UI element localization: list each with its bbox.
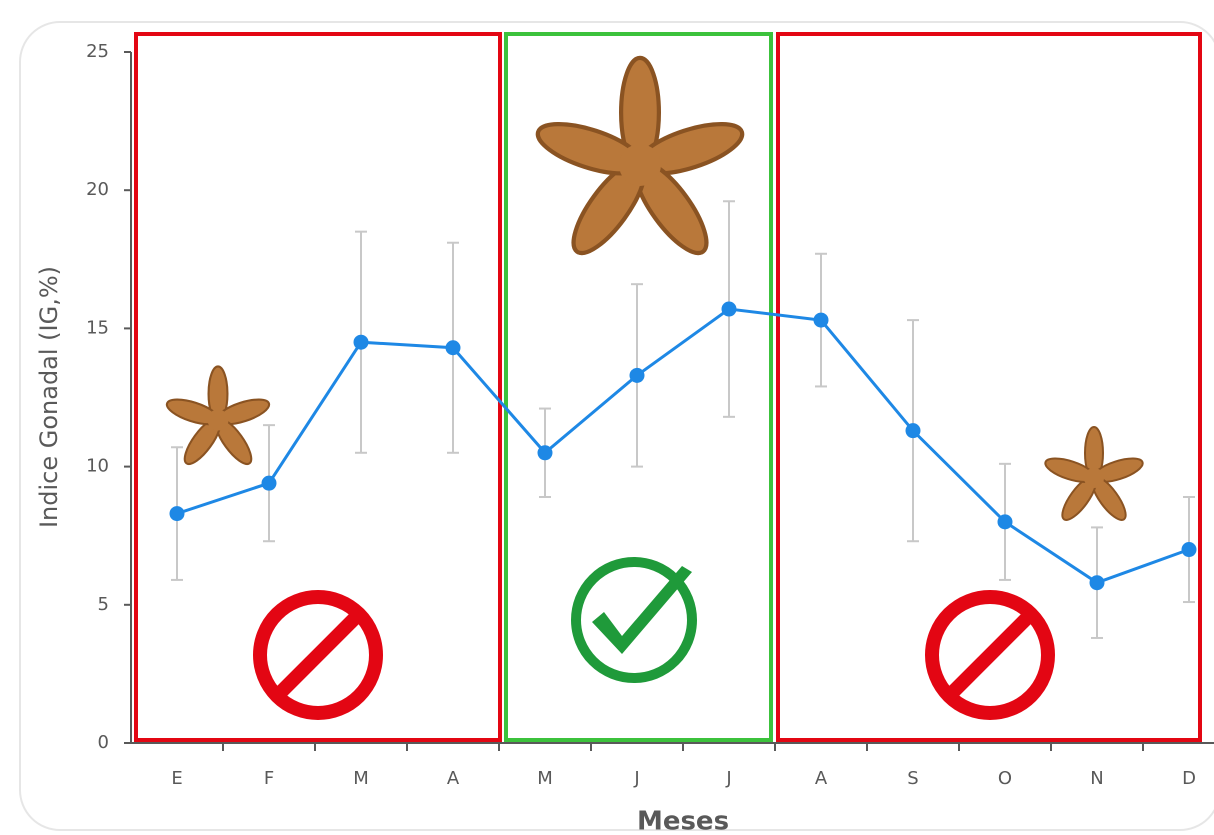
x-tick-label: O [998,768,1012,789]
x-tick-label: M [537,768,553,789]
data-point [446,340,461,355]
data-point [814,313,829,328]
data-point [1090,575,1105,590]
y-tick-label: 20 [86,179,109,200]
chart: Indice Gonadal (IG,%) Meses 0 5 10 15 20 25 E F… [0,0,1214,835]
x-tick-label: M [353,768,369,789]
x-axis-label: Meses [637,807,729,835]
data-point [262,476,277,491]
x-tick-label: F [264,768,274,789]
x-tick-label: E [171,768,182,789]
y-tick-label: 0 [98,732,109,753]
data-point [170,506,185,521]
page: {"chart_data": {"type": "line", "x_label… [0,0,1214,835]
x-tick-label: A [447,768,460,789]
y-axis-label: Indice Gonadal (IG,%) [35,266,63,528]
data-point [1182,542,1197,557]
x-tick-label: J [725,768,731,789]
data-point [630,368,645,383]
x-tick-label: N [1090,768,1103,789]
y-tick-label: 15 [86,317,109,338]
data-point [998,514,1013,529]
x-tick-label: A [815,768,828,789]
x-tick-label: D [1182,768,1196,789]
x-tick-label: J [633,768,639,789]
data-point [538,445,553,460]
x-tick-label: S [907,768,918,789]
y-tick-label: 10 [86,456,109,477]
y-tick-label: 25 [86,41,109,62]
y-tick-label: 5 [98,594,109,615]
data-point [906,423,921,438]
data-point [354,335,369,350]
data-point [722,302,737,317]
